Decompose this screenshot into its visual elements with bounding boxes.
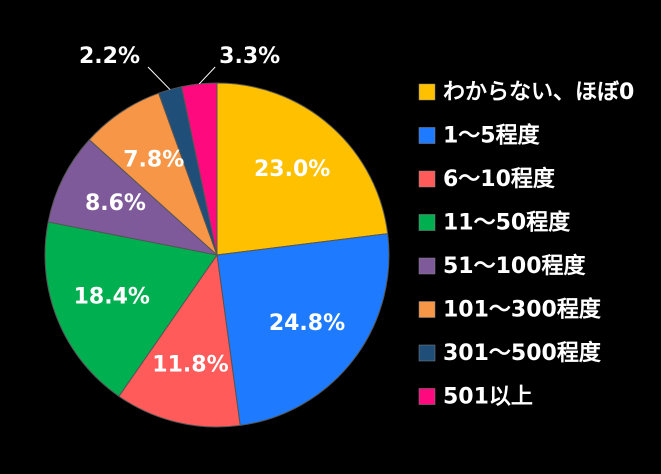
legend-label: 6～10程度 [443, 166, 556, 192]
legend-label: 101～300程度 [443, 297, 602, 323]
legend-swatch [418, 388, 436, 405]
data-label: 11.8% [152, 352, 228, 377]
data-label: 2.2% [79, 44, 140, 69]
pie-slice [118, 253, 241, 428]
data-label: 3.3% [219, 44, 280, 69]
pie-slice [216, 82, 389, 256]
legend-swatch [418, 214, 436, 231]
pie-slice [216, 233, 390, 426]
data-label: 23.0% [254, 157, 330, 182]
legend-swatch [418, 257, 436, 275]
data-label: 7.8% [123, 148, 184, 173]
legend-swatch [418, 83, 436, 101]
legend-label: 1～5程度 [443, 123, 541, 149]
leader-line [198, 66, 216, 85]
pie-slice [47, 139, 219, 256]
data-label: 24.8% [269, 311, 345, 336]
legend-swatch [418, 301, 436, 318]
legend-label: 11～50程度 [443, 210, 571, 236]
legend-label: わからない、ほぼ0 [443, 80, 634, 105]
data-label: 8.6% [85, 191, 146, 216]
legend-label: 501以上 [443, 385, 533, 410]
legend-swatch [418, 127, 436, 144]
pie-slice [44, 221, 218, 397]
legend-label: 51～100程度 [443, 253, 587, 279]
leader-line [147, 66, 171, 90]
data-label: 18.4% [74, 285, 150, 310]
legend-swatch [418, 344, 436, 362]
legend-label: 301～500程度 [443, 340, 602, 366]
legend-swatch [418, 170, 436, 188]
